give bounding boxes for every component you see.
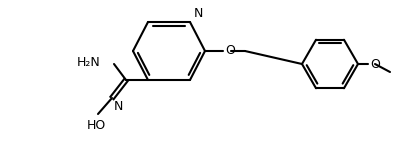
Text: O: O — [224, 45, 234, 57]
Text: HO: HO — [86, 119, 105, 132]
Text: N: N — [114, 100, 123, 113]
Text: H₂N: H₂N — [77, 55, 101, 69]
Text: N: N — [194, 7, 203, 20]
Text: O: O — [369, 57, 379, 71]
